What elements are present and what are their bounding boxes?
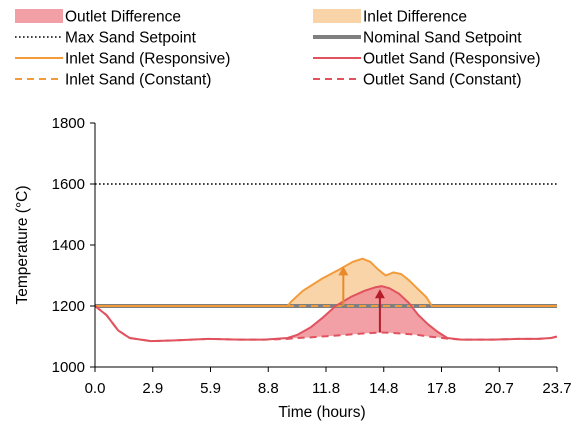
- y-tick-label-1600: 1600: [52, 176, 85, 193]
- legend-label: Nominal Sand Setpoint: [363, 30, 522, 47]
- legend-swatch: [15, 9, 63, 23]
- legend-label: Inlet Sand (Responsive): [65, 51, 230, 68]
- legend-label: Inlet Sand (Constant): [65, 72, 211, 89]
- outlet-difference-area: [95, 286, 557, 342]
- x-tick-label-8.8: 8.8: [258, 380, 279, 397]
- legend-item-inlet-sand-constant: Inlet Sand (Constant): [15, 72, 211, 89]
- y-tick-label-1000: 1000: [52, 359, 85, 376]
- outlet-sand-responsive-line: [94, 285, 558, 343]
- y-axis-title: Temperature (°C): [14, 185, 31, 304]
- legend-label: Outlet Difference: [65, 9, 181, 26]
- x-tick-label-23.7: 23.7: [542, 380, 571, 397]
- x-tick-label-0.0: 0.0: [85, 380, 106, 397]
- legend-item-nominal-sand-setpoint: Nominal Sand Setpoint: [313, 30, 522, 47]
- legend-label: Outlet Sand (Responsive): [363, 51, 540, 68]
- legend-swatch: [313, 9, 361, 23]
- legend-item-outlet-difference: Outlet Difference: [15, 9, 181, 26]
- axes: 1000 1200 1400 1600 1800 0.0 2.9 5.9 8.8 11.8 14.8…: [14, 115, 572, 421]
- legend-item-inlet-sand-responsive: Inlet Sand (Responsive): [15, 51, 230, 68]
- legend: Outlet Difference Inlet Difference Max San…: [15, 9, 540, 89]
- legend-item-outlet-sand-constant: Outlet Sand (Constant): [313, 72, 522, 89]
- inlet-difference-area: [95, 258, 557, 306]
- y-tick-label-1200: 1200: [52, 298, 85, 315]
- x-tick-label-17.8: 17.8: [427, 380, 456, 397]
- difference-arrow-head-1: [338, 266, 349, 276]
- x-tick-label-11.8: 11.8: [312, 380, 340, 397]
- x-tick-label-20.7: 20.7: [485, 380, 514, 397]
- x-axis-title: Time (hours): [278, 404, 365, 421]
- legend-item-outlet-sand-responsive: Outlet Sand (Responsive): [313, 51, 540, 68]
- inlet-sand-responsive-line: [95, 257, 557, 307]
- y-tick-label-1400: 1400: [52, 237, 85, 254]
- legend-label: Outlet Sand (Constant): [363, 72, 522, 89]
- difference-arrow-head-2: [374, 289, 385, 299]
- x-tick-label-14.8: 14.8: [369, 380, 398, 397]
- plot-area: [94, 183, 558, 343]
- legend-item-max-sand-setpoint: Max Sand Setpoint: [15, 30, 197, 47]
- y-tick-label-1800: 1800: [52, 115, 85, 132]
- legend-label: Max Sand Setpoint: [65, 30, 197, 47]
- x-tick-label-2.9: 2.9: [142, 380, 163, 397]
- legend-label: Inlet Difference: [363, 9, 467, 26]
- x-tick-label-5.9: 5.9: [200, 380, 221, 397]
- legend-item-inlet-difference: Inlet Difference: [313, 9, 467, 26]
